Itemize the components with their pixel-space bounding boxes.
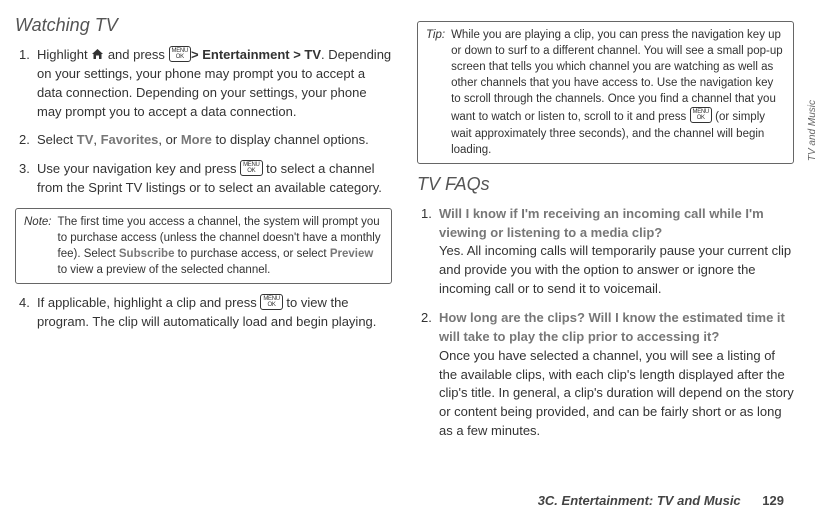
footer-section: 3C. Entertainment: TV and Music: [538, 493, 741, 508]
faq-1: 1. Will I know if I'm receiving an incom…: [417, 205, 794, 299]
step-text: Use your navigation key and press: [37, 161, 240, 176]
step-text-bold: More: [181, 132, 212, 147]
faq-answer: Once you have selected a channel, you wi…: [439, 348, 794, 438]
callout-text: to purchase access, or select: [174, 248, 329, 260]
step-number: 1.: [19, 46, 30, 65]
step-number: 4.: [19, 294, 30, 313]
step-text: and press: [104, 47, 168, 62]
step-4: 4. If applicable, highlight a clip and p…: [15, 294, 392, 332]
callout-text: While you are playing a clip, you can pr…: [451, 29, 783, 123]
faq-2: 2. How long are the clips? Will I know t…: [417, 309, 794, 441]
section-title-watching-tv: Watching TV: [15, 15, 392, 36]
tip-callout: Tip: While you are playing a clip, you c…: [417, 21, 794, 164]
menu-ok-icon: MENUOK: [169, 46, 191, 62]
side-tab-label: TV and Music: [807, 100, 818, 161]
footer-page-number: 129: [762, 493, 784, 508]
callout-label: Tip:: [426, 27, 445, 158]
faq-question: How long are the clips? Will I know the …: [439, 310, 785, 344]
callout-text-bold: Preview: [330, 248, 373, 260]
step-2: 2. Select TV, Favorites, or More to disp…: [15, 131, 392, 150]
faq-answer: Yes. All incoming calls will temporarily…: [439, 243, 791, 296]
step-number: 1.: [421, 205, 432, 224]
callout-body: While you are playing a clip, you can pr…: [451, 27, 785, 158]
step-text: ,: [93, 132, 100, 147]
step-3: 3. Use your navigation key and press MEN…: [15, 160, 392, 198]
step-text-bold: TV: [77, 132, 94, 147]
menu-ok-icon: MENUOK: [240, 160, 262, 176]
step-text: If applicable, highlight a clip and pres…: [37, 295, 260, 310]
menu-ok-icon: MENUOK: [260, 294, 282, 310]
step-text-bold: Favorites: [101, 132, 159, 147]
callout-body: The first time you access a channel, the…: [58, 214, 384, 278]
right-column: Tip: While you are playing a clip, you c…: [417, 15, 794, 451]
step-number: 2.: [421, 309, 432, 328]
step-1: 1. Highlight and press MENUOK> Entertain…: [15, 46, 392, 121]
note-callout: Note: The first time you access a channe…: [15, 208, 392, 284]
step-text-bold: > Entertainment > TV: [191, 47, 321, 62]
step-text: Highlight: [37, 47, 91, 62]
step-text: , or: [158, 132, 180, 147]
callout-text-bold: Subscribe: [119, 248, 175, 260]
step-text: to display channel options.: [212, 132, 369, 147]
step-number: 3.: [19, 160, 30, 179]
home-icon: [91, 48, 104, 60]
callout-label: Note:: [24, 214, 52, 278]
page-footer: 3C. Entertainment: TV and Music 129: [538, 493, 784, 508]
step-number: 2.: [19, 131, 30, 150]
step-text: Select: [37, 132, 77, 147]
menu-ok-icon: MENUOK: [690, 107, 712, 123]
callout-text: to view a preview of the selected channe…: [58, 264, 271, 276]
left-column: Watching TV 1. Highlight and press MENUO…: [15, 15, 392, 451]
faq-question: Will I know if I'm receiving an incoming…: [439, 206, 764, 240]
section-title-tv-faqs: TV FAQs: [417, 174, 794, 195]
